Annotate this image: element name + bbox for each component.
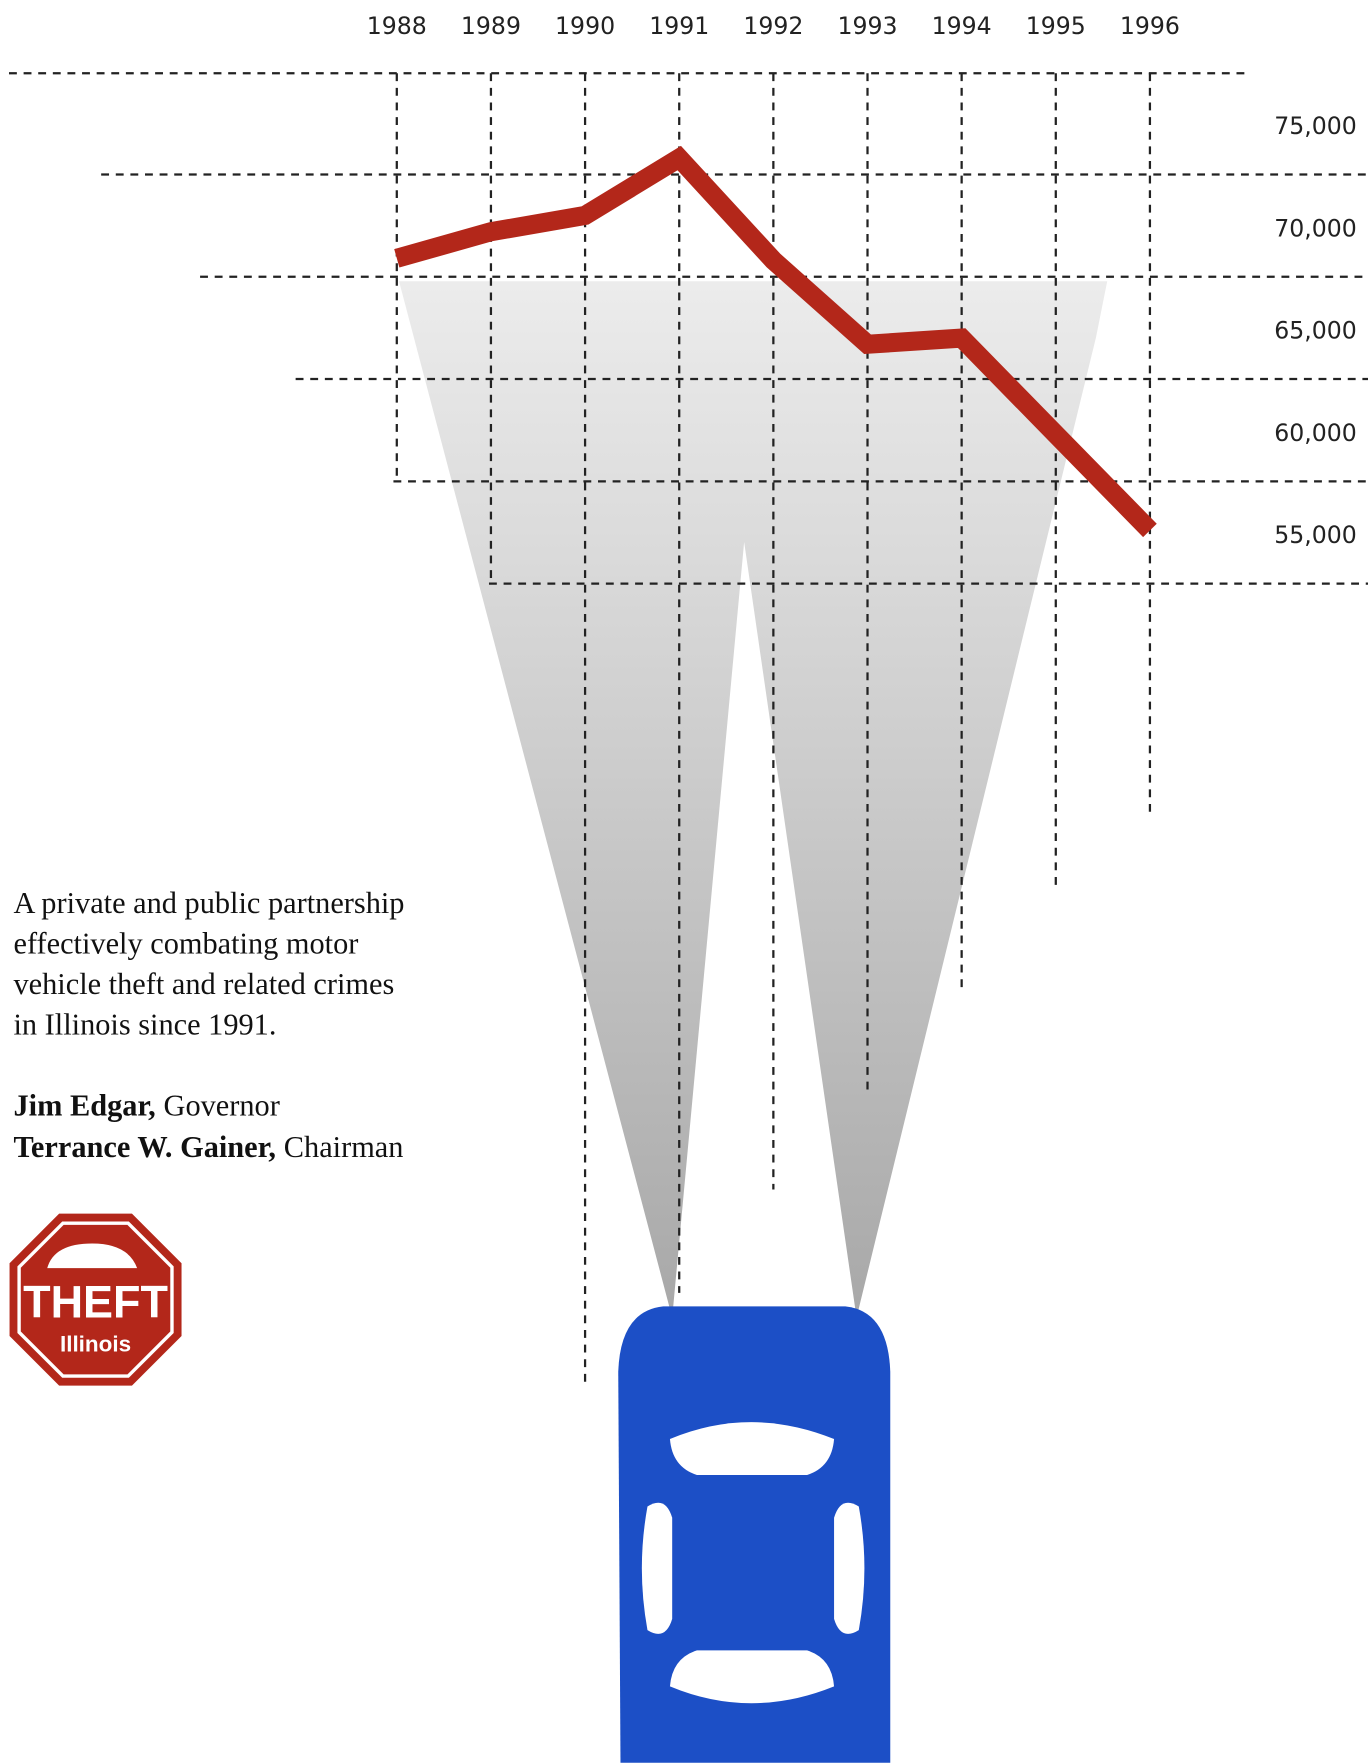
signature-role: Governor (164, 1088, 280, 1122)
signature-name: Jim Edgar, (13, 1088, 155, 1122)
logo-top: THEFT (23, 1277, 168, 1328)
signature: Jim Edgar, Governor (13, 1088, 279, 1122)
signature-role: Chairman (284, 1130, 404, 1164)
data-line (394, 145, 1157, 538)
logo-border (17, 1221, 174, 1378)
text-block: A private and public partnership effectiv… (13, 886, 404, 1164)
description-line: effectively combating motor (13, 926, 358, 960)
y-tick-label: 65,000 (1274, 317, 1357, 345)
logo-octagon (6, 1210, 185, 1390)
x-tick-label: 1988 (367, 12, 427, 40)
description-line: vehicle theft and related crimes (13, 967, 394, 1001)
x-tick-label: 1991 (649, 12, 709, 40)
logo-bottom: Illinois (60, 1331, 131, 1356)
car (618, 1306, 891, 1763)
logo-car (47, 1243, 138, 1269)
x-tick-label: 1993 (837, 12, 897, 40)
windshield (669, 1422, 835, 1476)
signature: Terrance W. Gainer, Chairman (13, 1130, 403, 1164)
description-line: A private and public partnership (13, 886, 404, 920)
car-body (618, 1306, 891, 1763)
x-tick-label: 1995 (1026, 12, 1086, 40)
x-tick-label: 1989 (461, 12, 521, 40)
x-tick-label: 1990 (555, 12, 615, 40)
side-window (834, 1502, 865, 1634)
y-tick-label: 60,000 (1274, 419, 1357, 447)
x-tick-label: 1992 (743, 12, 803, 40)
headlight-beams (399, 281, 1108, 1318)
y-tick-label: 75,000 (1274, 112, 1357, 140)
x-tick-label: 1994 (932, 12, 992, 40)
description-line: in Illinois since 1991. (13, 1007, 276, 1041)
y-tick-label: 70,000 (1274, 214, 1357, 242)
rear-window (669, 1650, 835, 1704)
y-tick-label: 55,000 (1274, 521, 1357, 549)
signature-name: Terrance W. Gainer, (13, 1130, 275, 1164)
side-window (641, 1502, 673, 1634)
logo: THEFT Illinois (6, 1210, 185, 1390)
x-tick-label: 1996 (1120, 12, 1180, 40)
